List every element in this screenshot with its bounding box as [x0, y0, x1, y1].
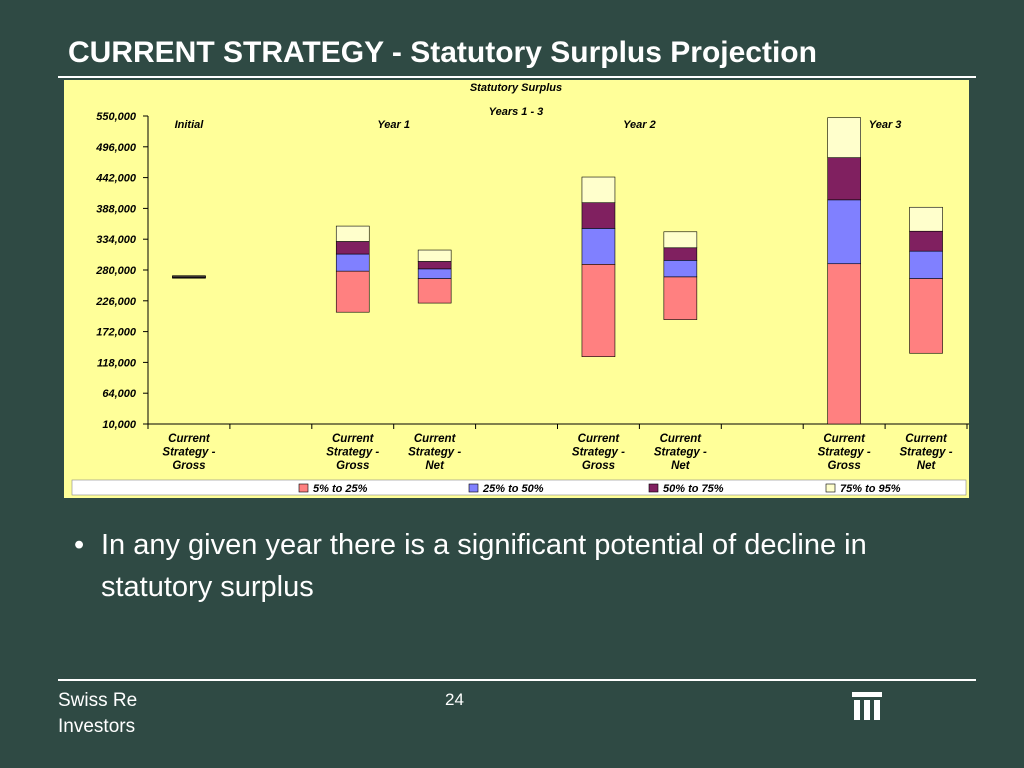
page-number: 24	[445, 690, 464, 709]
title-divider	[58, 76, 976, 78]
chart-subtitle: Years 1 - 3	[489, 106, 544, 118]
x-category-label: Net	[425, 460, 445, 472]
legend-label: 5% to 25%	[313, 483, 368, 495]
group-label: Year 3	[869, 119, 902, 131]
bar-segment	[663, 247, 698, 261]
bar-segment	[581, 228, 616, 265]
bar-segment	[909, 278, 943, 354]
footer-line-1: Swiss Re	[58, 690, 138, 711]
chart-title: Statutory Surplus	[470, 82, 562, 94]
footer-brand: Swiss Re Investors	[58, 688, 137, 740]
x-category-label: Current	[905, 433, 948, 445]
bar-segment	[663, 276, 698, 320]
slide-title: CURRENT STRATEGY - Statutory Surplus Pro…	[68, 36, 817, 69]
bar-segment	[335, 225, 370, 242]
x-category-label: Net	[917, 460, 937, 472]
bar-segment	[172, 275, 206, 277]
x-category-label: Net	[671, 460, 691, 472]
y-tick-label: 280,000	[95, 265, 137, 277]
x-category-label: Current	[332, 433, 375, 445]
x-category-label: Gross	[582, 460, 615, 472]
bar-segment	[581, 263, 616, 357]
y-tick-label: 118,000	[97, 357, 137, 369]
y-tick-label: 226,000	[95, 296, 137, 308]
bar-segment	[417, 249, 452, 262]
x-category-label: Current	[578, 433, 621, 445]
y-tick-label: 442,000	[95, 173, 137, 185]
y-tick-label: 334,000	[96, 234, 137, 246]
x-category-label: Gross	[828, 460, 861, 472]
bar-segment	[417, 268, 452, 279]
bar-segment	[581, 176, 616, 203]
bar-segment	[827, 117, 861, 158]
swiss-re-logo-icon	[852, 692, 882, 720]
x-category-label: Strategy -	[900, 447, 953, 459]
bar-segment	[909, 206, 943, 232]
footer-divider	[58, 679, 976, 681]
x-category-label: Current	[168, 433, 211, 445]
bar-segment	[909, 250, 943, 279]
group-label: Initial	[175, 119, 205, 131]
x-category-label: Strategy -	[654, 447, 707, 459]
footer-line-2: Investors	[58, 716, 136, 737]
y-tick-label: 388,000	[96, 203, 137, 215]
x-category-label: Gross	[336, 460, 369, 472]
x-category-label: Strategy -	[162, 447, 215, 459]
bar-segment	[581, 202, 616, 229]
statutory-surplus-chart: Statutory Surplus Years 1 - 3 550,000 496,0…	[71, 82, 969, 496]
legend-swatch	[468, 483, 479, 493]
y-tick-label: 172,000	[96, 327, 137, 339]
bar-segment	[663, 231, 698, 249]
bar-segment	[335, 253, 370, 272]
bar-segment	[417, 261, 452, 270]
legend-swatch	[825, 483, 836, 493]
y-tick-label: 64,000	[102, 388, 137, 400]
bar-segment	[335, 241, 370, 255]
x-category-label: Strategy -	[326, 447, 379, 459]
x-category-label: Strategy -	[572, 447, 625, 459]
legend-swatch	[648, 483, 659, 493]
x-category-label: Strategy -	[818, 447, 871, 459]
x-category-label: Current	[660, 433, 703, 445]
bar-segment	[827, 199, 861, 265]
legend-box	[71, 479, 967, 496]
bar-segment	[417, 278, 452, 304]
bar-segment	[335, 270, 370, 313]
x-category-label: Strategy -	[408, 447, 461, 459]
bar-segment	[827, 263, 861, 425]
bar-segment	[909, 230, 943, 252]
bar-segment	[827, 157, 861, 201]
x-category-label: Current	[823, 433, 866, 445]
bar-segment	[663, 260, 698, 278]
chart-container: Statutory Surplus Years 1 - 3 550,000 496,0…	[64, 80, 969, 498]
x-category-label: Gross	[172, 460, 205, 472]
y-tick-label: 10,000	[102, 419, 137, 431]
y-tick-label: 496,000	[95, 142, 137, 154]
y-tick-label: 550,000	[96, 111, 137, 123]
legend-swatch	[298, 483, 309, 493]
bullet-icon: •	[74, 529, 85, 561]
legend-label: 75% to 95%	[840, 483, 901, 495]
group-label: Year 1	[377, 119, 410, 131]
legend-label: 50% to 75%	[663, 483, 724, 495]
bullet-text: In any given year there is a significant…	[101, 529, 867, 603]
x-category-label: Current	[414, 433, 457, 445]
legend-label: 25% to 50%	[482, 483, 544, 495]
group-label: Year 2	[623, 119, 656, 131]
